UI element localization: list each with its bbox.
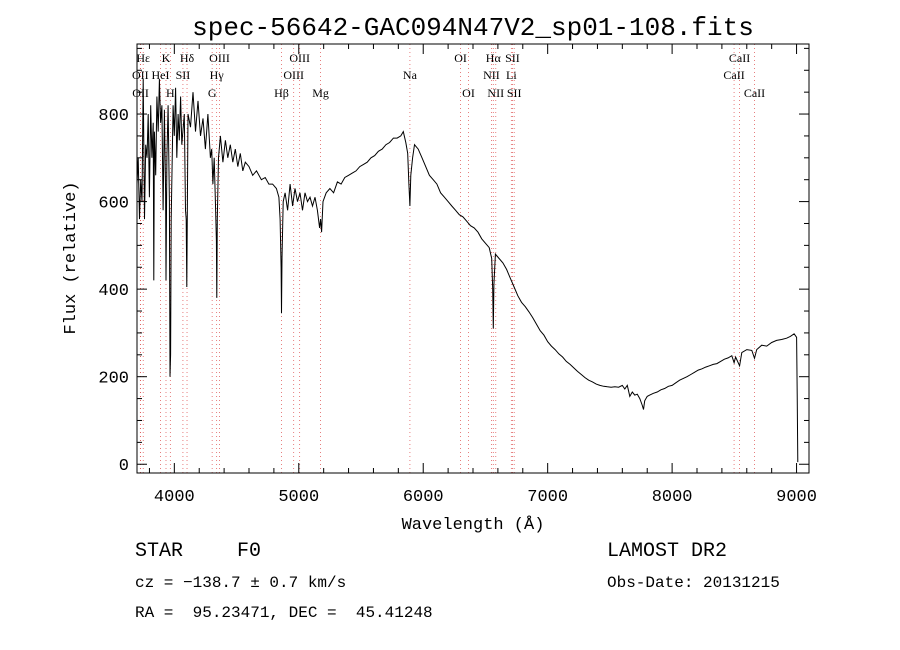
y-tick-label: 600 xyxy=(98,195,129,214)
spectral-line-markers xyxy=(139,44,755,473)
y-axis: 0 200 400 600 800 xyxy=(98,47,809,476)
observation-date: Obs-Date: 20131215 xyxy=(607,574,780,592)
redshift-info: cz = −138.7 ± 0.7 km/s xyxy=(135,574,347,592)
spectral-line-label: Hε xyxy=(136,51,150,65)
spectral-line-label: Na xyxy=(403,68,418,82)
spectral-line-label: H xyxy=(166,86,175,100)
x-tick-label: 9000 xyxy=(776,488,817,507)
spectral-line-label: OIII xyxy=(289,51,310,65)
coordinates-info: RA = 95.23471, DEC = 45.41248 xyxy=(135,604,433,622)
x-axis: 4000 5000 6000 7000 8000 9000 xyxy=(148,44,817,507)
chart-title: spec-56642-GAC094N47V2_sp01-108.fits xyxy=(192,13,754,43)
y-tick-label: 800 xyxy=(98,107,129,126)
x-tick-label: 4000 xyxy=(154,488,195,507)
spectral-line-label: Li xyxy=(506,68,517,82)
spectral-line-label: NII xyxy=(487,86,504,100)
object-class: STAR xyxy=(135,540,184,563)
spectrum-series-line xyxy=(136,78,799,463)
spectral-line-label: OI xyxy=(454,51,467,65)
spectral-line-label: Hγ xyxy=(210,68,225,82)
spectral-line-label: Hδ xyxy=(180,51,195,65)
spectral-line-label: Hα xyxy=(486,51,502,65)
spectral-line-label: SII xyxy=(507,86,522,100)
y-tick-label: 200 xyxy=(98,370,129,389)
spectral-line-label: Mg xyxy=(312,86,329,100)
spectral-line-label: HeI xyxy=(152,68,170,82)
plot-frame xyxy=(136,43,810,474)
spectral-line-label: NII xyxy=(483,68,500,82)
spectral-subclass: F0 xyxy=(237,540,262,563)
y-axis-label: Flux (relative) xyxy=(62,181,81,334)
survey-name: LAMOST DR2 xyxy=(607,540,728,563)
y-tick-label: 0 xyxy=(119,457,129,476)
spectral-line-label: CaII xyxy=(729,51,750,65)
spectral-line-label: Hβ xyxy=(274,86,289,100)
x-tick-label: 6000 xyxy=(403,488,444,507)
spectral-line-label: SII xyxy=(176,68,191,82)
x-axis-label: Wavelength (Å) xyxy=(402,516,545,535)
spectral-line-label: K xyxy=(162,51,171,65)
y-tick-label: 400 xyxy=(98,282,129,301)
spectral-line-label: CaII xyxy=(744,86,765,100)
spectral-line-label: SII xyxy=(505,51,520,65)
spectral-line-label: OI xyxy=(462,86,475,100)
spectral-line-label: G xyxy=(208,86,217,100)
x-tick-label: 7000 xyxy=(527,488,568,507)
spectral-line-label: OII xyxy=(132,68,149,82)
x-tick-label: 8000 xyxy=(652,488,693,507)
x-tick-label: 5000 xyxy=(278,488,319,507)
spectral-line-label: CaII xyxy=(723,68,744,82)
spectral-line-label: OIII xyxy=(209,51,230,65)
spectral-line-label: OII xyxy=(132,86,149,100)
spectral-line-label: OIII xyxy=(283,68,304,82)
